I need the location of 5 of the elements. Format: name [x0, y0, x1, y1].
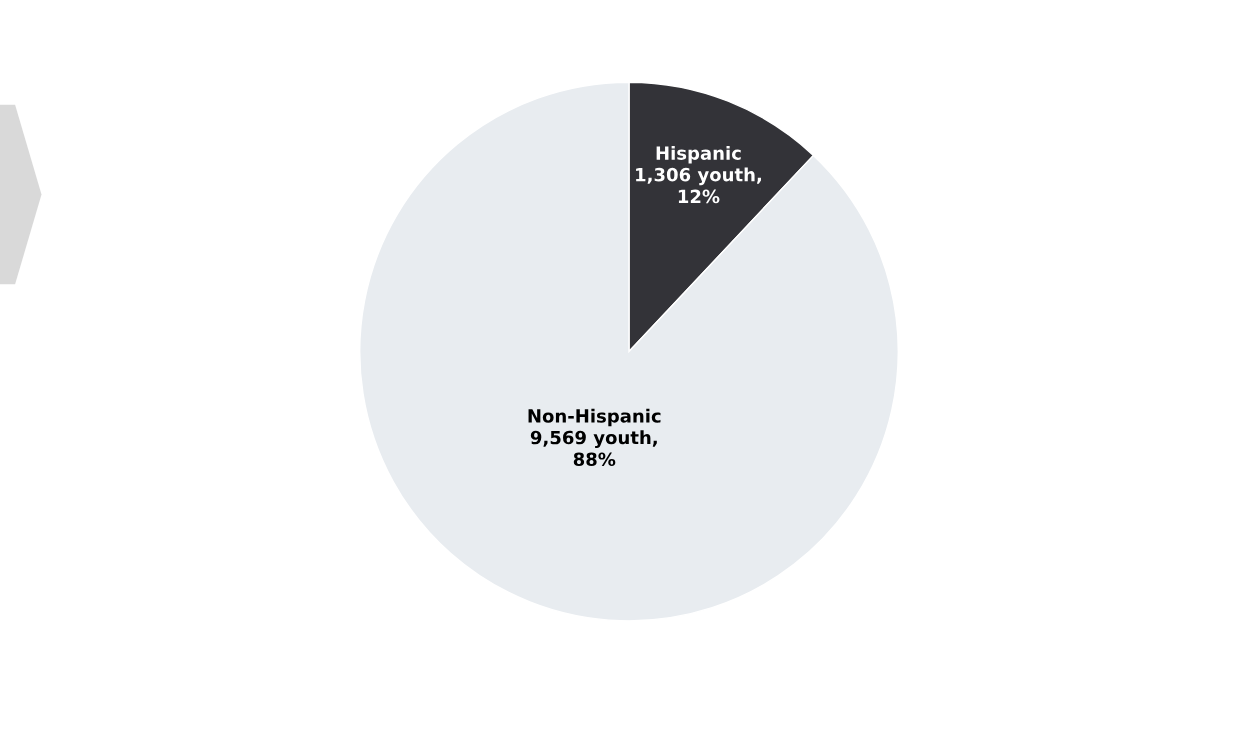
pie-slice	[359, 81, 899, 622]
slice-label: Hispanic	[656, 145, 741, 164]
data-label: 9,569 youth, 88%	[530, 430, 657, 467]
slice-label: Non-Hispanic	[528, 408, 661, 427]
data-label: 1,306 youth, 12%	[636, 167, 761, 204]
